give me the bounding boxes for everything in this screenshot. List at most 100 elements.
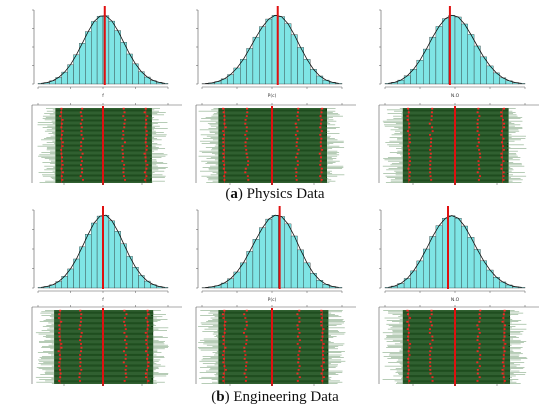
histogram-bar: [114, 231, 121, 289]
interval-marker: [61, 171, 64, 174]
interval-marker: [406, 130, 409, 132]
interval-marker: [321, 107, 324, 110]
interval-marker: [59, 372, 62, 375]
caterpillar-panel-a-6: [378, 103, 539, 185]
interval-marker: [121, 149, 124, 151]
interval-marker: [320, 309, 323, 312]
interval-marker: [428, 332, 431, 334]
interval-marker: [144, 156, 147, 159]
interval-marker: [502, 357, 505, 360]
interval-marker: [478, 365, 481, 367]
interval-marker: [297, 357, 300, 360]
interval-marker: [82, 137, 85, 140]
interval-marker: [297, 119, 300, 121]
interval-marker: [243, 350, 246, 353]
interval-marker: [124, 339, 127, 342]
caption-physics-letter: a: [230, 186, 238, 202]
caterpillar-panel-b-4: [31, 305, 182, 386]
interval-marker: [428, 122, 431, 125]
interval-marker: [319, 126, 322, 129]
interval-marker: [320, 339, 323, 342]
histogram-bar: [120, 42, 127, 85]
interval-marker: [145, 376, 148, 379]
interval-marker: [80, 164, 83, 166]
interval-marker: [504, 324, 507, 327]
interval-band: [218, 310, 329, 384]
interval-marker: [147, 313, 150, 316]
histogram-bar: [473, 249, 481, 289]
interval-marker: [79, 365, 82, 367]
interval-marker: [243, 357, 246, 360]
interval-marker: [58, 335, 61, 338]
interval-marker: [122, 350, 125, 353]
interval-marker: [478, 149, 481, 151]
histogram-bar: [108, 220, 115, 289]
histogram-bar: [518, 287, 526, 289]
interval-marker: [322, 328, 325, 330]
interval-marker: [431, 107, 434, 110]
interval-marker: [296, 137, 299, 140]
interval-marker: [407, 167, 410, 170]
interval-marker: [429, 372, 432, 375]
interval-marker: [123, 111, 126, 114]
interval-marker: [145, 122, 148, 125]
interval-marker: [502, 119, 505, 121]
interval-marker: [409, 343, 412, 345]
density-curve: [388, 14, 522, 84]
interval-marker: [478, 134, 481, 136]
interval-marker: [408, 134, 411, 136]
histogram-panel-a-1: f: [32, 6, 169, 99]
interval-marker: [81, 119, 84, 121]
interval-marker: [243, 372, 246, 375]
histogram-bar: [96, 15, 104, 85]
interval-marker: [146, 164, 149, 166]
interval-marker: [79, 156, 82, 159]
interval-marker: [476, 339, 479, 342]
interval-marker: [80, 343, 83, 345]
interval-marker: [297, 149, 300, 151]
interval-marker: [60, 134, 63, 136]
x-axis-label: P(c): [268, 93, 277, 99]
interval-marker: [244, 369, 247, 371]
interval-marker: [407, 372, 410, 375]
interval-marker: [429, 361, 432, 364]
histogram-bar: [265, 18, 273, 85]
interval-marker: [122, 361, 125, 364]
interval-marker: [431, 380, 434, 382]
interval-marker: [143, 179, 146, 181]
histogram-bar: [473, 45, 481, 85]
interval-marker: [58, 328, 61, 330]
histogram-bar: [461, 225, 468, 289]
interval-marker: [322, 361, 325, 364]
histogram-bar: [518, 83, 526, 85]
interval-marker: [244, 317, 247, 319]
interval-marker: [147, 324, 150, 327]
interval-marker: [431, 339, 434, 342]
interval-marker: [123, 141, 126, 144]
interval-marker: [222, 149, 225, 151]
interval-marker: [504, 343, 507, 345]
interval-marker: [407, 357, 410, 360]
interval-marker: [298, 317, 301, 319]
interval-marker: [500, 164, 503, 166]
interval-marker: [123, 126, 126, 129]
interval-marker: [80, 134, 83, 136]
interval-marker: [146, 115, 149, 117]
histogram-bar: [271, 215, 279, 289]
interval-marker: [58, 380, 61, 382]
interval-marker: [479, 175, 482, 177]
histogram-bar: [85, 234, 92, 289]
histogram-panel-a-3: N.O: [379, 6, 526, 99]
interval-marker: [123, 332, 126, 334]
interval-marker: [81, 107, 84, 110]
interval-marker: [502, 179, 505, 181]
histogram-bar: [435, 26, 443, 85]
interval-marker: [408, 179, 411, 181]
interval-marker: [476, 369, 479, 371]
interval-marker: [430, 324, 433, 327]
interval-marker: [430, 115, 433, 117]
interval-marker: [60, 122, 63, 125]
interval-marker: [320, 167, 323, 170]
interval-marker: [80, 313, 83, 316]
interval-marker: [80, 145, 83, 147]
